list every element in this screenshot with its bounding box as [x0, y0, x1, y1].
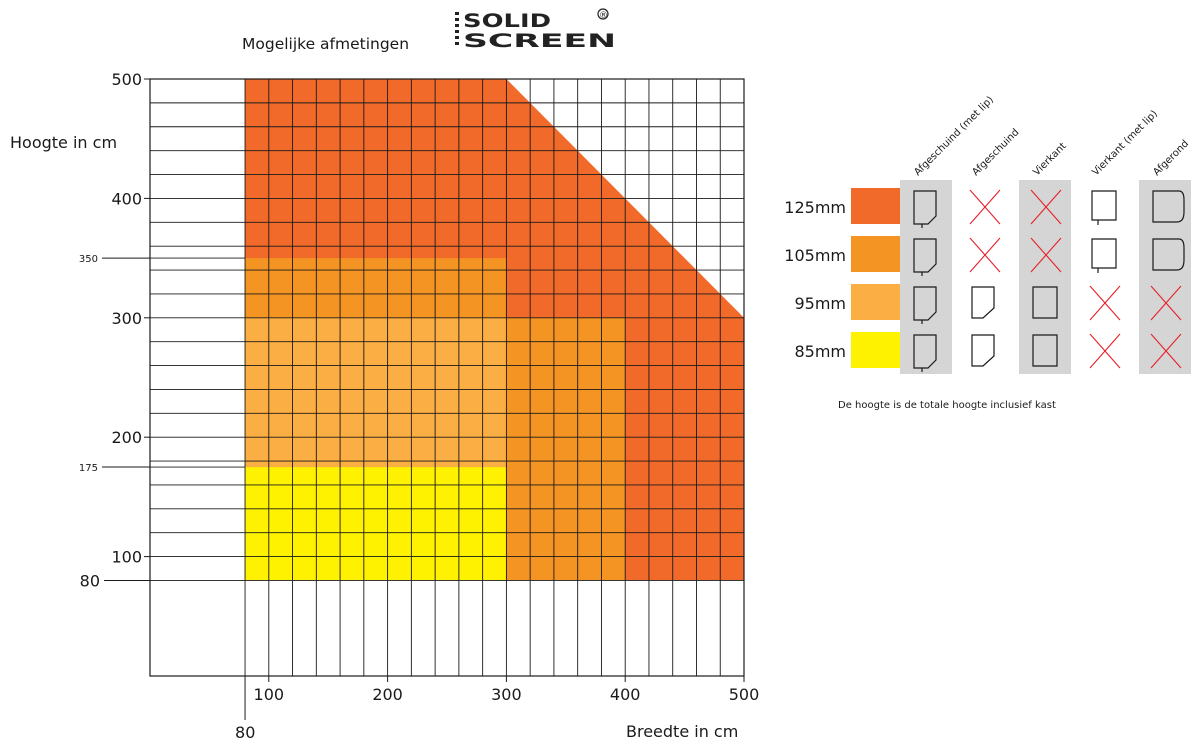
profile-path — [913, 238, 937, 276]
cross-line — [1150, 285, 1182, 321]
x-tick-label-80: 80 — [235, 723, 255, 740]
cross-line — [1089, 333, 1121, 369]
solid-screen-logo: SOLID SCREEN ® — [455, 8, 616, 50]
profile-path — [1032, 334, 1058, 367]
y-tick-label-300: 300 — [111, 309, 142, 328]
chart-axes: 100 200 300 400 500 80 175 350 100 200 300 400 500 80 — [79, 70, 760, 742]
profile-path — [1032, 286, 1058, 319]
x-tick-label-200: 200 — [372, 685, 403, 704]
legend-column-header-2: Vierkant — [1031, 141, 1068, 178]
y-tick-label-500: 500 — [111, 70, 142, 89]
profile-path — [971, 334, 995, 367]
not-available-icon — [1150, 333, 1182, 369]
registered-mark-circle — [597, 8, 609, 20]
profile-path — [971, 286, 995, 319]
profile-path — [913, 286, 937, 324]
cross-line — [969, 189, 1001, 225]
y-tick-label-200: 200 — [111, 428, 142, 447]
cross-line — [1150, 333, 1182, 369]
y-tick-label-100: 100 — [111, 548, 142, 567]
profile-path — [913, 190, 937, 228]
vierkant-icon — [1032, 286, 1058, 319]
cross-line — [1030, 237, 1062, 273]
y-tick-label-350: 350 — [79, 254, 98, 265]
cross-line — [1030, 189, 1062, 225]
vierkant-icon — [1032, 334, 1058, 367]
not-available-icon — [1089, 333, 1121, 369]
legend-swatch-125mm — [851, 188, 900, 224]
legend-row-label-95mm: 95mm — [794, 294, 846, 313]
legend-column-header-1: Afgeschuind — [970, 127, 1021, 178]
not-available-icon — [1089, 285, 1121, 321]
chart-regions — [245, 79, 744, 581]
height-note: De hoogte is de totale hoogte inclusief … — [838, 400, 1056, 411]
y-axis-label: Hoogte in cm — [10, 133, 117, 152]
afgerond-icon — [1152, 190, 1185, 223]
not-available-icon — [969, 237, 1001, 273]
legend-column-bg-4 — [1139, 180, 1191, 374]
legend-swatch-85mm — [851, 332, 900, 368]
profile-path — [1091, 238, 1117, 273]
afgerond-icon — [1152, 238, 1185, 271]
not-available-icon — [1150, 285, 1182, 321]
x-axis-label: Breedte in cm — [626, 722, 738, 740]
y-tick-label-400: 400 — [111, 189, 142, 208]
vierkant-lip-icon — [1091, 190, 1117, 225]
profile-path — [1091, 190, 1117, 225]
legend-swatch-105mm — [851, 236, 900, 272]
profile-path — [1152, 238, 1185, 271]
chart-title: Mogelijke afmetingen — [242, 35, 409, 53]
x-tick-label-300: 300 — [491, 685, 522, 704]
x-tick-label-400: 400 — [610, 685, 641, 704]
legend-column-header-4: Afgerond — [1151, 138, 1191, 178]
legend-row-label-85mm: 85mm — [794, 342, 846, 361]
profile-path — [913, 334, 937, 372]
region-85mm — [245, 467, 507, 581]
cross-line — [969, 237, 1001, 273]
afgeschuind-icon — [971, 334, 995, 367]
legend-column-header-3: Vierkant (met lip) — [1090, 108, 1160, 178]
afgeschuind-icon — [971, 286, 995, 319]
x-tick-label-100: 100 — [254, 685, 285, 704]
profile-path — [1152, 190, 1185, 223]
logo-line-1: SOLID — [463, 10, 551, 32]
not-available-icon — [1030, 189, 1062, 225]
cross-line — [1089, 285, 1121, 321]
afgeschuind-lip-icon — [913, 238, 937, 276]
legend-swatch-95mm — [851, 284, 900, 320]
afgeschuind-lip-icon — [913, 190, 937, 228]
afgeschuind-lip-icon — [913, 334, 937, 372]
legend-column-bg-0 — [900, 180, 952, 374]
afgeschuind-lip-icon — [913, 286, 937, 324]
logo-line-2: SCREEN — [463, 30, 616, 50]
legend-table: Afgeschuind (met lip)Afgeschuind Vierkant… — [784, 94, 1191, 374]
legend-column-bg-2 — [1019, 180, 1071, 374]
not-available-icon — [969, 189, 1001, 225]
not-available-icon — [1030, 237, 1062, 273]
x-tick-label-500: 500 — [729, 685, 760, 704]
plot-frame — [149, 78, 745, 677]
y-tick-label-80: 80 — [80, 571, 100, 590]
chart-grid — [150, 78, 745, 676]
registered-mark: ® — [599, 11, 608, 21]
vierkant-lip-icon — [1091, 238, 1117, 273]
y-tick-label-175: 175 — [79, 463, 98, 474]
legend-row-label-105mm: 105mm — [784, 246, 846, 265]
legend-row-label-125mm: 125mm — [784, 198, 846, 217]
